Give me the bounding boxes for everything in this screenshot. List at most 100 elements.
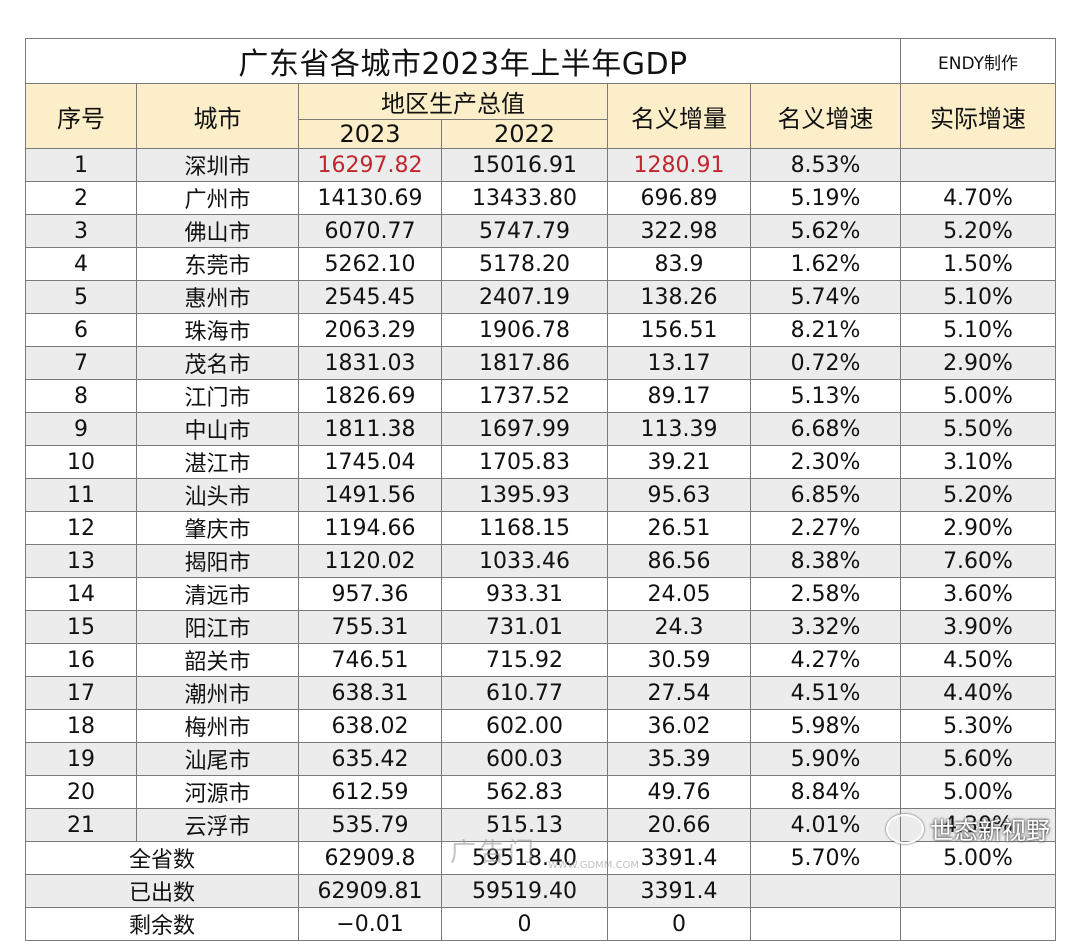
- cell-v2023: 1811.38: [298, 412, 442, 446]
- cell-real: 3.10%: [900, 445, 1057, 479]
- cell-v2022: 731.01: [441, 610, 608, 644]
- cell-city: 清远市: [136, 577, 299, 611]
- cell-v2022: 610.77: [441, 676, 608, 710]
- cell-nom: 2.30%: [749, 445, 902, 479]
- cell-nom: 5.98%: [749, 709, 902, 743]
- header-index: 序号: [25, 83, 137, 149]
- summary-cell-real: [900, 874, 1057, 908]
- cell-v2023: 5262.10: [298, 247, 442, 281]
- cell-city: 广州市: [136, 181, 299, 215]
- summary-cell-v2022: 59518.40: [441, 841, 608, 875]
- cell-nom: 5.90%: [749, 742, 902, 776]
- summary-cell-v2023: 62909.8: [298, 841, 442, 875]
- cell-city: 汕头市: [136, 478, 299, 512]
- cell-real: 5.20%: [900, 214, 1057, 248]
- cell-inc: 20.66: [607, 808, 751, 842]
- cell-real: 4.30%: [900, 808, 1057, 842]
- summary-cell-inc: 3391.4: [607, 874, 751, 908]
- table-row: 12 肇庆市 1194.66 1168.15 26.51 2.27% 2.90%: [25, 511, 1057, 545]
- cell-nom: 4.01%: [749, 808, 902, 842]
- cell-v2023: 14130.69: [298, 181, 442, 215]
- cell-v2023: 1194.66: [298, 511, 442, 545]
- cell-inc: 24.05: [607, 577, 751, 611]
- cell-no: 18: [25, 709, 137, 743]
- table-row: 8 江门市 1826.69 1737.52 89.17 5.13% 5.00%: [25, 379, 1057, 413]
- cell-real: 2.90%: [900, 511, 1057, 545]
- table-row: 9 中山市 1811.38 1697.99 113.39 6.68% 5.50%: [25, 412, 1057, 446]
- cell-v2022: 1737.52: [441, 379, 608, 413]
- cell-inc: 1280.91: [607, 148, 751, 182]
- summary-cell-v2023: 62909.81: [298, 874, 442, 908]
- cell-no: 19: [25, 742, 137, 776]
- cell-v2022: 5178.20: [441, 247, 608, 281]
- cell-v2022: 1395.93: [441, 478, 608, 512]
- table-row: 16 韶关市 746.51 715.92 30.59 4.27% 4.50%: [25, 643, 1057, 677]
- header-city: 城市: [136, 83, 299, 149]
- cell-real: 3.60%: [900, 577, 1057, 611]
- cell-v2023: 6070.77: [298, 214, 442, 248]
- cell-real: 5.10%: [900, 280, 1057, 314]
- table-row: 4 东莞市 5262.10 5178.20 83.9 1.62% 1.50%: [25, 247, 1057, 281]
- cell-v2022: 715.92: [441, 643, 608, 677]
- cell-v2023: 635.42: [298, 742, 442, 776]
- cell-v2022: 515.13: [441, 808, 608, 842]
- header-2023: 2023: [298, 119, 442, 149]
- table-row: 18 梅州市 638.02 602.00 36.02 5.98% 5.30%: [25, 709, 1057, 743]
- cell-inc: 156.51: [607, 313, 751, 347]
- cell-nom: 8.53%: [749, 148, 902, 182]
- cell-v2023: 638.02: [298, 709, 442, 743]
- table-row: 14 清远市 957.36 933.31 24.05 2.58% 3.60%: [25, 577, 1057, 611]
- cell-no: 5: [25, 280, 137, 314]
- cell-inc: 30.59: [607, 643, 751, 677]
- cell-inc: 138.26: [607, 280, 751, 314]
- cell-real: 7.60%: [900, 544, 1057, 578]
- table-row: 15 阳江市 755.31 731.01 24.3 3.32% 3.90%: [25, 610, 1057, 644]
- wechat-account-name: 世态新视野: [930, 817, 1050, 845]
- cell-no: 7: [25, 346, 137, 380]
- summary-label: 全省数: [25, 841, 299, 875]
- cell-inc: 26.51: [607, 511, 751, 545]
- cell-v2023: 2063.29: [298, 313, 442, 347]
- cell-no: 12: [25, 511, 137, 545]
- cell-no: 4: [25, 247, 137, 281]
- cell-inc: 89.17: [607, 379, 751, 413]
- summary-row: 剩余数 −0.01 0 0: [25, 907, 1057, 941]
- cell-nom: 5.13%: [749, 379, 902, 413]
- cell-inc: 36.02: [607, 709, 751, 743]
- cell-v2022: 562.83: [441, 775, 608, 809]
- cell-v2022: 933.31: [441, 577, 608, 611]
- cell-nom: 5.62%: [749, 214, 902, 248]
- table-row: 1 深圳市 16297.82 15016.91 1280.91 8.53%: [25, 148, 1057, 182]
- header-gdp-group: 地区生产总值: [298, 83, 608, 120]
- cell-nom: 6.85%: [749, 478, 902, 512]
- cell-city: 韶关市: [136, 643, 299, 677]
- cell-real: 3.90%: [900, 610, 1057, 644]
- cell-inc: 13.17: [607, 346, 751, 380]
- cell-real: 5.00%: [900, 775, 1057, 809]
- cell-v2022: 1697.99: [441, 412, 608, 446]
- cell-city: 肇庆市: [136, 511, 299, 545]
- cell-v2023: 1745.04: [298, 445, 442, 479]
- cell-v2022: 15016.91: [441, 148, 608, 182]
- cell-v2023: 2545.45: [298, 280, 442, 314]
- cell-v2022: 1817.86: [441, 346, 608, 380]
- cell-city: 佛山市: [136, 214, 299, 248]
- table-row: 19 汕尾市 635.42 600.03 35.39 5.90% 5.60%: [25, 742, 1057, 776]
- cell-v2022: 1906.78: [441, 313, 608, 347]
- cell-real: 5.30%: [900, 709, 1057, 743]
- summary-row: 已出数 62909.81 59519.40 3391.4: [25, 874, 1057, 908]
- table-row: 5 惠州市 2545.45 2407.19 138.26 5.74% 5.10%: [25, 280, 1057, 314]
- cell-v2022: 602.00: [441, 709, 608, 743]
- summary-cell-v2023: −0.01: [298, 907, 442, 941]
- cell-nom: 3.32%: [749, 610, 902, 644]
- cell-inc: 27.54: [607, 676, 751, 710]
- cell-city: 汕尾市: [136, 742, 299, 776]
- cell-no: 11: [25, 478, 137, 512]
- cell-v2022: 1033.46: [441, 544, 608, 578]
- header-nominal-growth: 名义增速: [749, 83, 902, 149]
- cell-city: 阳江市: [136, 610, 299, 644]
- gdp-table: 广东省各城市2023年上半年GDP ENDY制作 序号 城市 地区生产总值 名义…: [24, 38, 1057, 941]
- cell-no: 17: [25, 676, 137, 710]
- cell-inc: 86.56: [607, 544, 751, 578]
- cell-no: 21: [25, 808, 137, 842]
